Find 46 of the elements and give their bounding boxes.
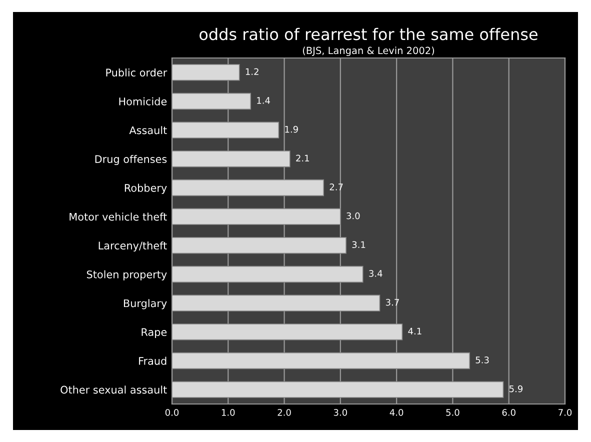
bar — [172, 122, 280, 138]
y-tick-label: Stolen property — [86, 270, 167, 280]
y-tick-label: Rape — [142, 328, 167, 338]
y-tick-label: Other sexual assault — [60, 386, 167, 394]
x-tick-label: 4.0 — [390, 409, 404, 416]
x-tick-label: 5.0 — [446, 409, 460, 416]
bar — [172, 237, 346, 254]
y-tick-label: Robbery — [124, 184, 167, 194]
x-tick-label: 1.0 — [222, 409, 235, 416]
x-tick-label: 3.0 — [334, 409, 348, 416]
data-label: 3.0 — [346, 212, 360, 220]
y-tick-label: Burglary — [124, 299, 167, 310]
data-label: 3.1 — [352, 241, 366, 248]
y-tick-label: Assault — [129, 126, 167, 134]
y-tick-label: Homicide — [119, 97, 167, 106]
data-label: 3.7 — [386, 298, 399, 306]
bar — [172, 179, 324, 196]
data-label: 5.9 — [509, 385, 523, 392]
bar — [172, 64, 240, 81]
y-tick-label: Public order — [106, 68, 168, 77]
bar — [172, 381, 504, 398]
data-label: 5.3 — [476, 356, 489, 364]
x-tick-label: 2.0 — [278, 409, 291, 416]
y-tick-label: Motor vehicle theft — [70, 212, 167, 221]
y-tick-label: Larceny/theft — [98, 241, 167, 252]
x-tick-label: 0.0 — [165, 409, 179, 416]
x-tick-label: 6.0 — [502, 409, 516, 416]
y-tick-label: Fraud — [139, 356, 166, 365]
data-label: 1.4 — [257, 97, 270, 104]
data-label: 2.1 — [296, 154, 309, 162]
chart-title: odds ratio of rearrest for the same offense — [200, 28, 538, 40]
chart-subtitle: (BJS, Langan & Levin 2002) — [302, 46, 434, 56]
data-label: 1.2 — [246, 68, 258, 75]
bar — [172, 150, 290, 168]
bar — [172, 208, 341, 225]
data-label: 1.9 — [285, 126, 298, 133]
bar — [172, 92, 252, 110]
bar — [172, 324, 403, 340]
bar — [172, 266, 364, 283]
bar — [172, 294, 380, 312]
bar — [172, 352, 470, 370]
data-label: 2.7 — [330, 184, 343, 190]
x-tick-label: 7.0 — [558, 409, 572, 416]
data-label: 3.4 — [369, 270, 382, 277]
y-tick-label: Drug offenses — [95, 154, 167, 166]
data-label: 4.1 — [408, 328, 422, 334]
